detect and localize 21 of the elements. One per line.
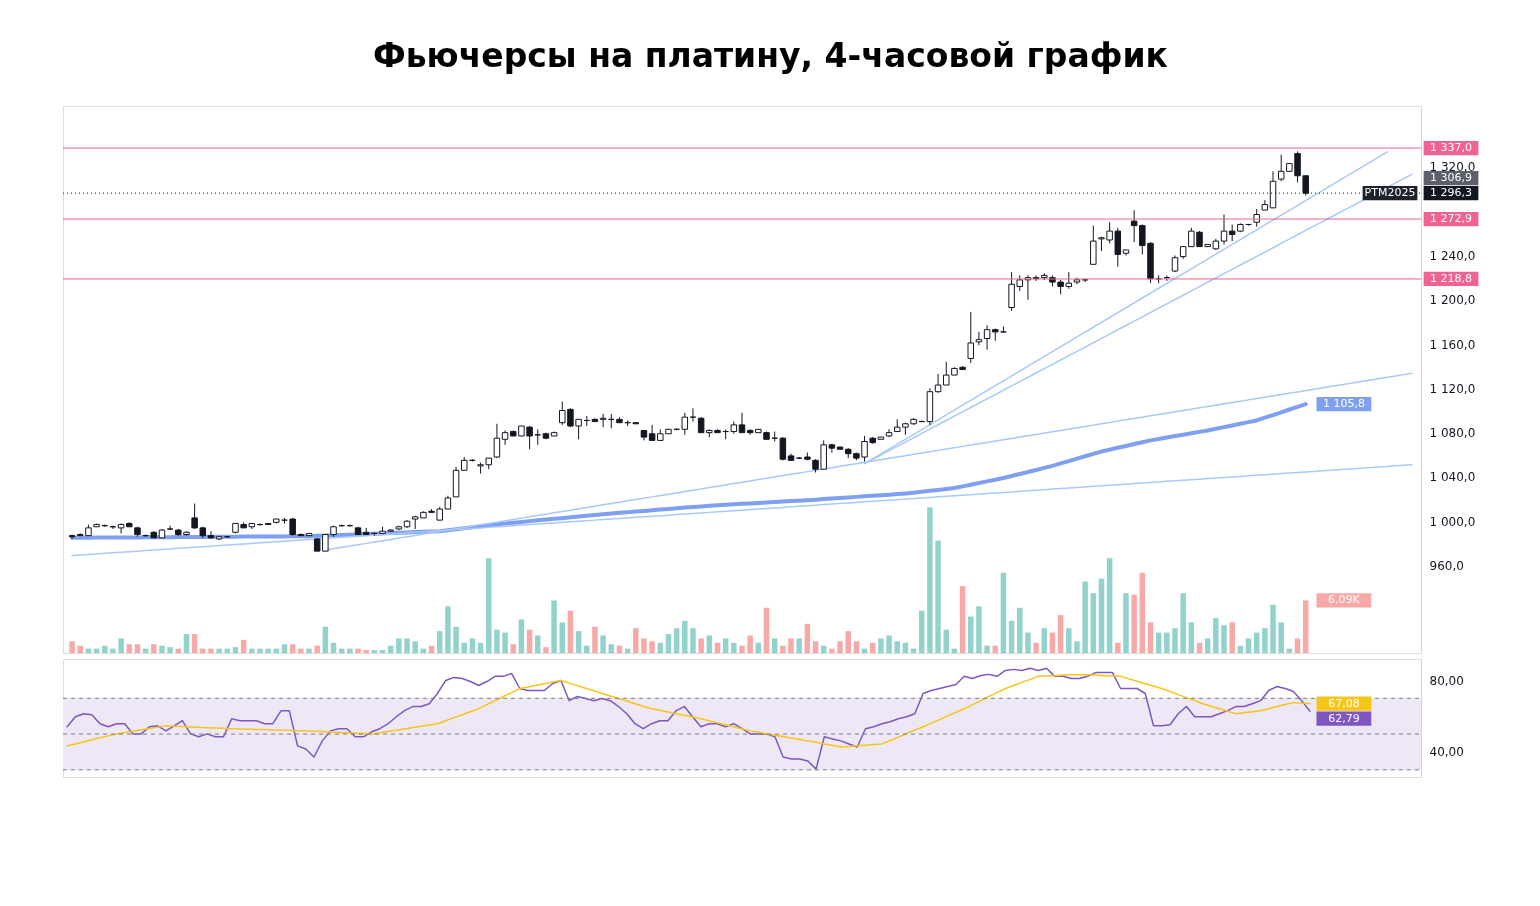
y-tick-label: 1 200,0 — [1429, 293, 1476, 308]
ref-line-label: 1 296,3 — [1430, 186, 1472, 200]
y-tick-label: 1 040,0 — [1429, 470, 1476, 485]
y-tick-label: 40,00 — [1429, 745, 1464, 760]
chart-title: Фьючерсы на платину, 4-часовой график — [372, 35, 1168, 75]
annotation: PTM2025 — [1364, 186, 1416, 200]
data-label: 62,79 — [1328, 711, 1360, 725]
y-tick-label: 1 080,0 — [1429, 426, 1476, 441]
ref-line-label: 1 272,9 — [1430, 212, 1472, 226]
y-tick-label: 1 240,0 — [1429, 248, 1476, 263]
text: 1 306,9 — [1430, 171, 1472, 185]
y-tick-label: 960,0 — [1429, 559, 1464, 574]
y-tick-label: 1 120,0 — [1429, 381, 1476, 396]
data-label: 67,08 — [1328, 696, 1360, 710]
data-label: 1 105,8 — [1322, 397, 1365, 411]
y-tick-label: 1 000,0 — [1429, 514, 1476, 529]
annotation: 6,09K — [1328, 593, 1361, 607]
y-tick-label: 80,00 — [1429, 673, 1464, 688]
ref-line-label: 1 337,0 — [1430, 141, 1472, 155]
ref-line-label: 1 218,8 — [1430, 271, 1472, 285]
y-tick-label: 1 160,0 — [1429, 337, 1476, 352]
